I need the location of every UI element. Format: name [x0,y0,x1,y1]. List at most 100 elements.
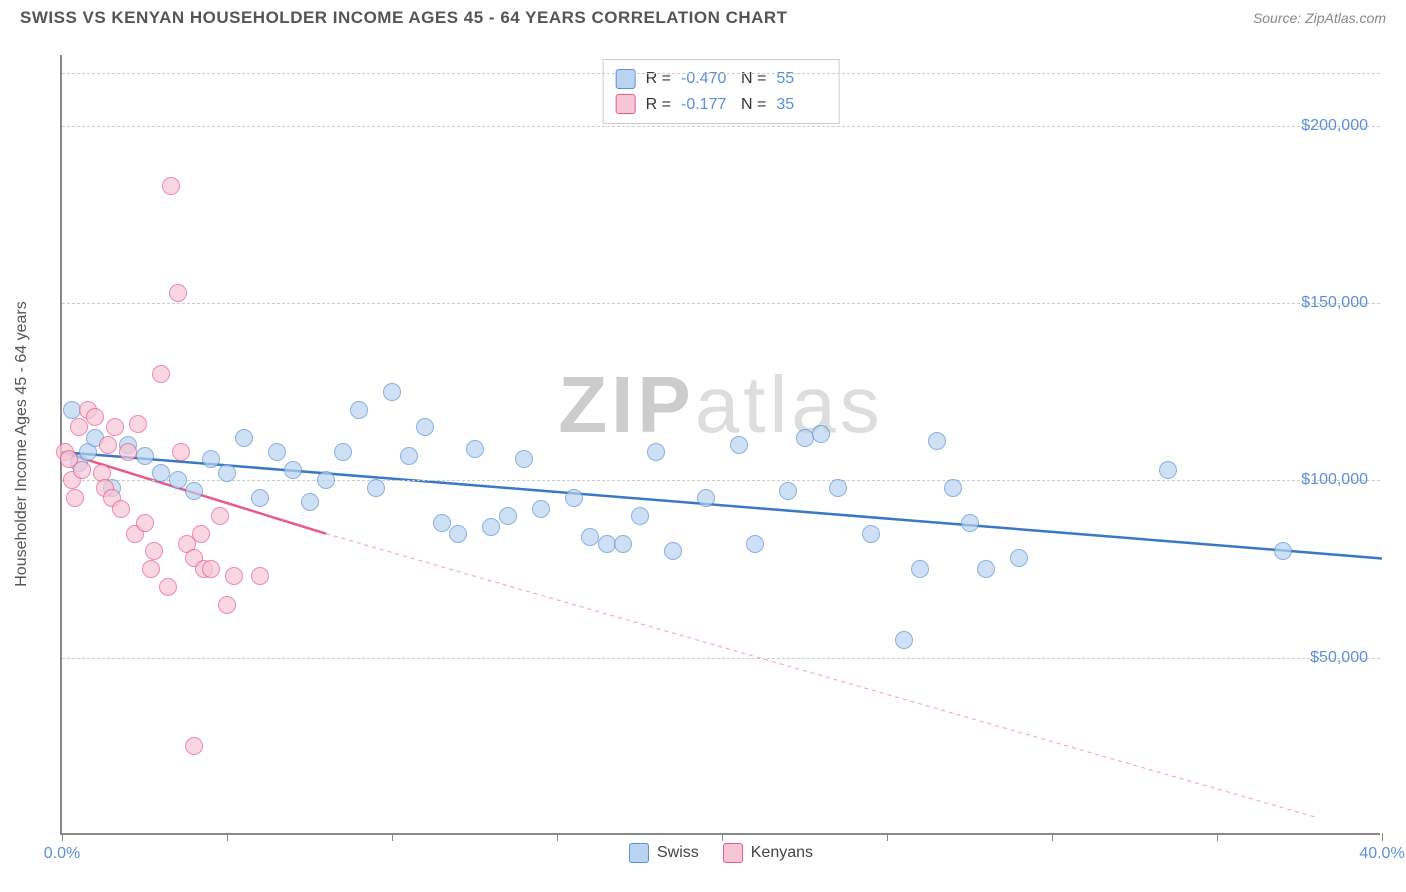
scatter-chart: ZIPatlas Householder Income Ages 45 - 64… [60,55,1380,835]
data-point [829,479,847,497]
y-tick-label: $200,000 [1301,117,1368,135]
gridline [62,658,1380,659]
data-point [746,535,764,553]
data-point [119,443,137,461]
data-point [152,365,170,383]
data-point [235,429,253,447]
data-point [350,401,368,419]
data-point [159,578,177,596]
data-point [730,436,748,454]
legend-item: Swiss [629,843,699,863]
x-tick [1382,833,1383,841]
y-tick-label: $50,000 [1310,649,1368,667]
gridline [62,480,1380,481]
gridline [62,303,1380,304]
r-value: -0.177 [681,92,731,118]
data-point [185,737,203,755]
x-tick-label: 0.0% [44,845,80,863]
x-tick [62,833,63,841]
legend-label: Swiss [657,844,699,862]
data-point [334,443,352,461]
y-tick-label: $100,000 [1301,471,1368,489]
data-point [211,507,229,525]
gridline [62,126,1380,127]
data-point [779,482,797,500]
x-tick [887,833,888,841]
data-point [66,489,84,507]
data-point [142,560,160,578]
data-point [862,525,880,543]
data-point [99,436,117,454]
data-point [284,461,302,479]
data-point [449,525,467,543]
data-point [152,464,170,482]
data-point [944,479,962,497]
data-point [136,514,154,532]
x-tick [392,833,393,841]
data-point [106,418,124,436]
data-point [1159,461,1177,479]
data-point [565,489,583,507]
data-point [136,447,154,465]
data-point [664,542,682,560]
data-point [400,447,418,465]
n-label: N = [741,66,766,92]
x-tick [557,833,558,841]
data-point [1010,549,1028,567]
data-point [70,418,88,436]
data-point [185,482,203,500]
legend-label: Kenyans [751,844,813,862]
stats-row: R =-0.177N =35 [616,92,827,118]
data-point [532,500,550,518]
data-point [977,560,995,578]
chart-title: SWISS VS KENYAN HOUSEHOLDER INCOME AGES … [20,8,788,28]
x-tick [722,833,723,841]
n-label: N = [741,92,766,118]
data-point [581,528,599,546]
x-tick [1052,833,1053,841]
data-point [383,383,401,401]
data-point [169,284,187,302]
data-point [218,596,236,614]
x-tick-label: 40.0% [1359,845,1404,863]
data-point [482,518,500,536]
data-point [202,560,220,578]
data-point [225,567,243,585]
x-tick [227,833,228,841]
r-value: -0.470 [681,66,731,92]
data-point [86,408,104,426]
data-point [169,471,187,489]
data-point [911,560,929,578]
data-point [145,542,163,560]
data-point [218,464,236,482]
trend-lines [62,55,1382,835]
legend-swatch [616,94,636,114]
data-point [367,479,385,497]
source-attribution: Source: ZipAtlas.com [1253,10,1386,26]
data-point [499,507,517,525]
data-point [162,177,180,195]
data-point [796,429,814,447]
data-point [1274,542,1292,560]
legend-swatch [723,843,743,863]
data-point [301,493,319,511]
y-tick-label: $150,000 [1301,294,1368,312]
n-value: 35 [776,92,826,118]
data-point [928,432,946,450]
data-point [697,489,715,507]
data-point [895,631,913,649]
data-point [317,471,335,489]
gridline [62,73,1380,74]
data-point [961,514,979,532]
data-point [202,450,220,468]
data-point [812,425,830,443]
data-point [73,461,91,479]
n-value: 55 [776,66,826,92]
data-point [172,443,190,461]
y-axis-label: Householder Income Ages 45 - 64 years [13,301,31,587]
r-label: R = [646,66,671,92]
data-point [192,525,210,543]
legend-swatch [629,843,649,863]
data-point [251,489,269,507]
data-point [515,450,533,468]
